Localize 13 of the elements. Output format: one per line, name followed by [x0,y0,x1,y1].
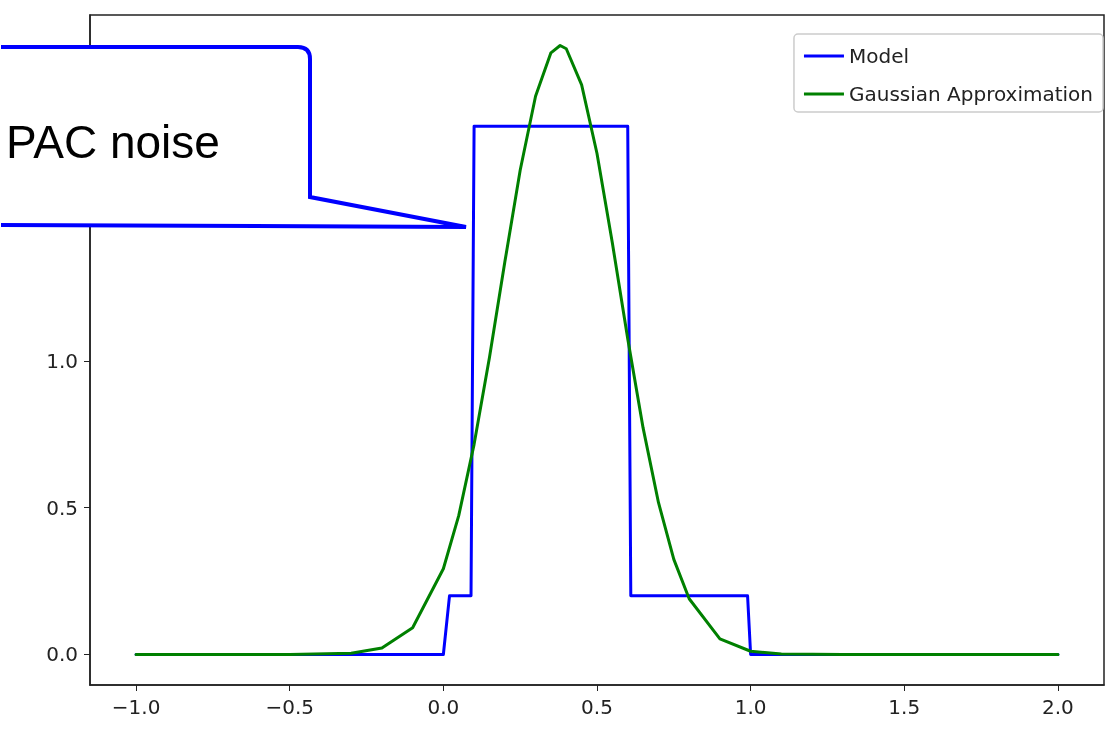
y-tick-label: 1.0 [46,349,78,374]
x-tick-label: 0.0 [427,695,460,719]
y-tick-label: 0.0 [46,642,78,667]
x-tick-label: 2.0 [1042,695,1074,719]
annotation: PAC noise [6,115,220,169]
x-tick-label: −1.0 [111,695,161,719]
y-tick-label: 0.5 [46,495,78,520]
legend-label: Model [848,44,910,68]
x-tick-label: −0.5 [265,695,315,719]
x-tick-label: 1.5 [888,695,921,719]
legend-label: Gaussian Approximation [848,82,1094,106]
x-tick-label: 0.5 [581,695,613,719]
x-tick-label: 1.0 [734,695,767,719]
